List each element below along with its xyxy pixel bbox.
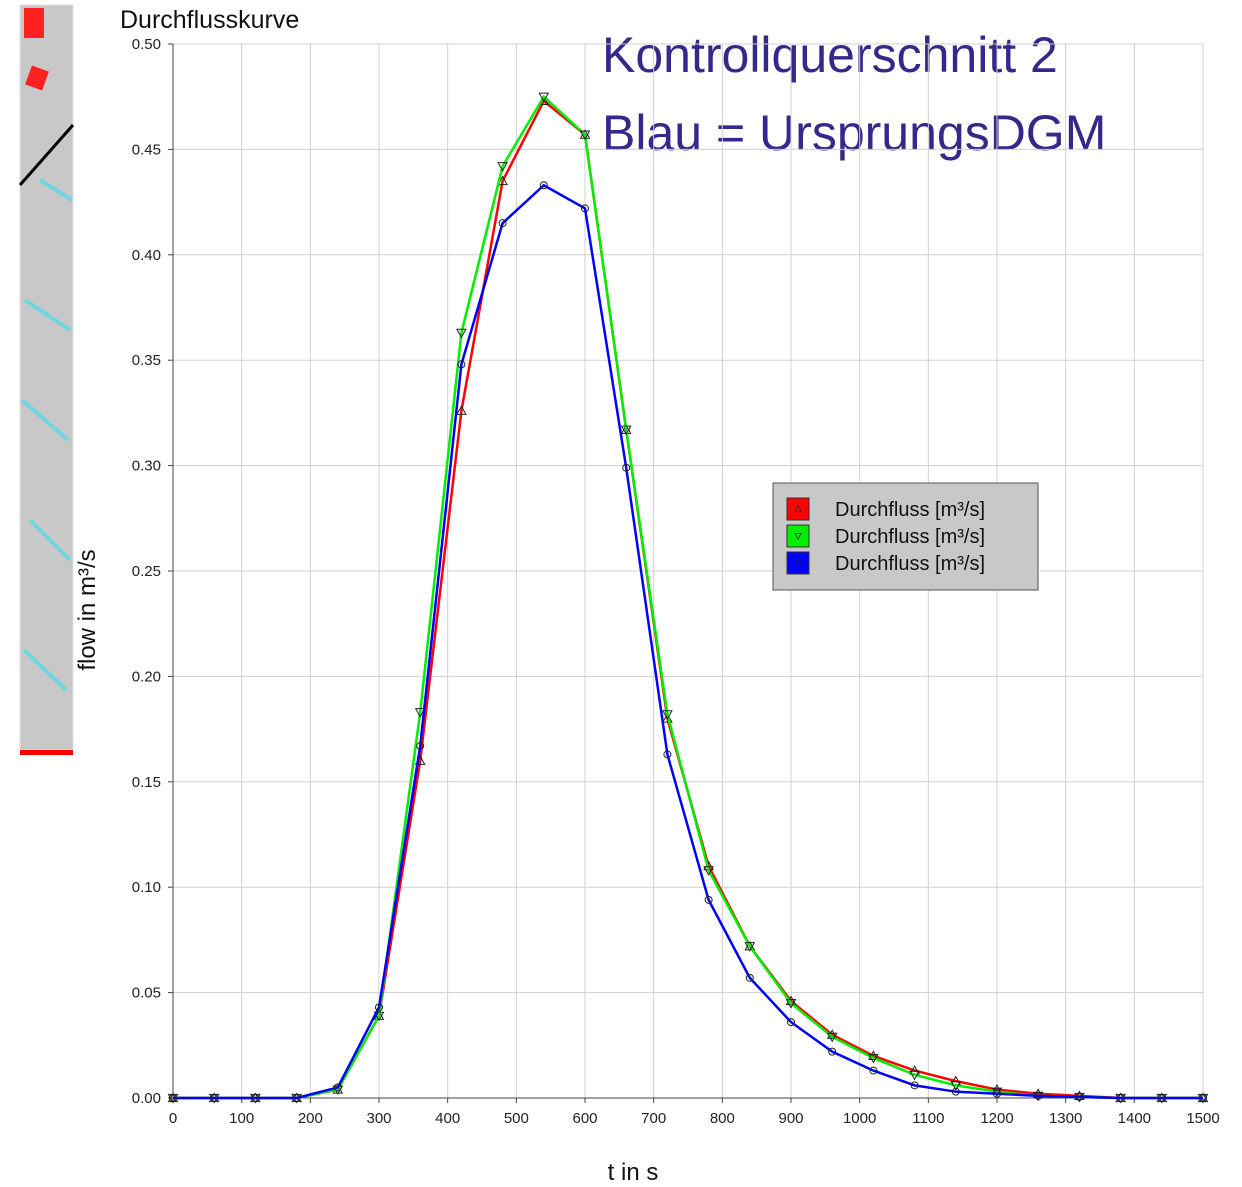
page: {"chart_data": {"type": "line", "title":… <box>0 0 1242 1187</box>
x-tick-label: 700 <box>641 1110 666 1127</box>
x-tick-label: 1300 <box>1049 1110 1082 1127</box>
y-tick-label: 0.30 <box>132 458 161 475</box>
legend-label: Durchfluss [m³/s] <box>835 526 985 548</box>
y-tick-label: 0.40 <box>132 247 161 264</box>
x-tick-label: 400 <box>435 1110 460 1127</box>
legend-label: Durchfluss [m³/s] <box>835 499 985 521</box>
x-tick-label: 1400 <box>1118 1110 1151 1127</box>
x-axis-label: t in s <box>608 1159 659 1182</box>
legend-swatch <box>787 498 809 520</box>
x-tick-label: 500 <box>504 1110 529 1127</box>
chart: Durchflusskurve Kontrollquerschnitt 2 Bl… <box>0 0 1242 1182</box>
legend-swatch <box>787 525 809 547</box>
legend-swatch <box>787 552 809 574</box>
x-tick-label: 300 <box>366 1110 391 1127</box>
y-tick-label: 0.05 <box>132 985 161 1002</box>
y-tick-label: 0.50 <box>132 36 161 53</box>
chart-title: Durchflusskurve <box>120 6 299 34</box>
y-tick-label: 0.15 <box>132 774 161 791</box>
y-tick-label: 0.00 <box>132 1090 161 1107</box>
x-tick-label: 600 <box>572 1110 597 1127</box>
x-tick-label: 800 <box>710 1110 735 1127</box>
x-tick-label: 900 <box>778 1110 803 1127</box>
y-tick-label: 0.25 <box>132 563 161 580</box>
x-tick-label: 1500 <box>1186 1110 1219 1127</box>
x-tick-label: 1100 <box>912 1110 944 1127</box>
map-fragment <box>20 5 73 755</box>
y-axis-label: flow in m³/s <box>74 549 101 670</box>
legend-label: Durchfluss [m³/s] <box>835 553 985 575</box>
x-tick-label: 1200 <box>980 1110 1013 1127</box>
x-tick-label: 0 <box>169 1110 177 1127</box>
x-tick-label: 1000 <box>843 1110 876 1127</box>
y-tick-label: 0.45 <box>132 141 161 158</box>
x-tick-label: 100 <box>229 1110 254 1127</box>
legend: Durchfluss [m³/s] Durchfluss [m³/s] Durchf… <box>773 483 1038 590</box>
y-tick-label: 0.10 <box>132 879 161 896</box>
annotation: Blau = UrsprungsDGM <box>602 105 1106 161</box>
y-tick-label: 0.35 <box>132 352 161 369</box>
y-tick-label: 0.20 <box>132 668 161 685</box>
x-tick-label: 200 <box>298 1110 323 1127</box>
annotation: Kontrollquerschnitt 2 <box>602 27 1058 83</box>
